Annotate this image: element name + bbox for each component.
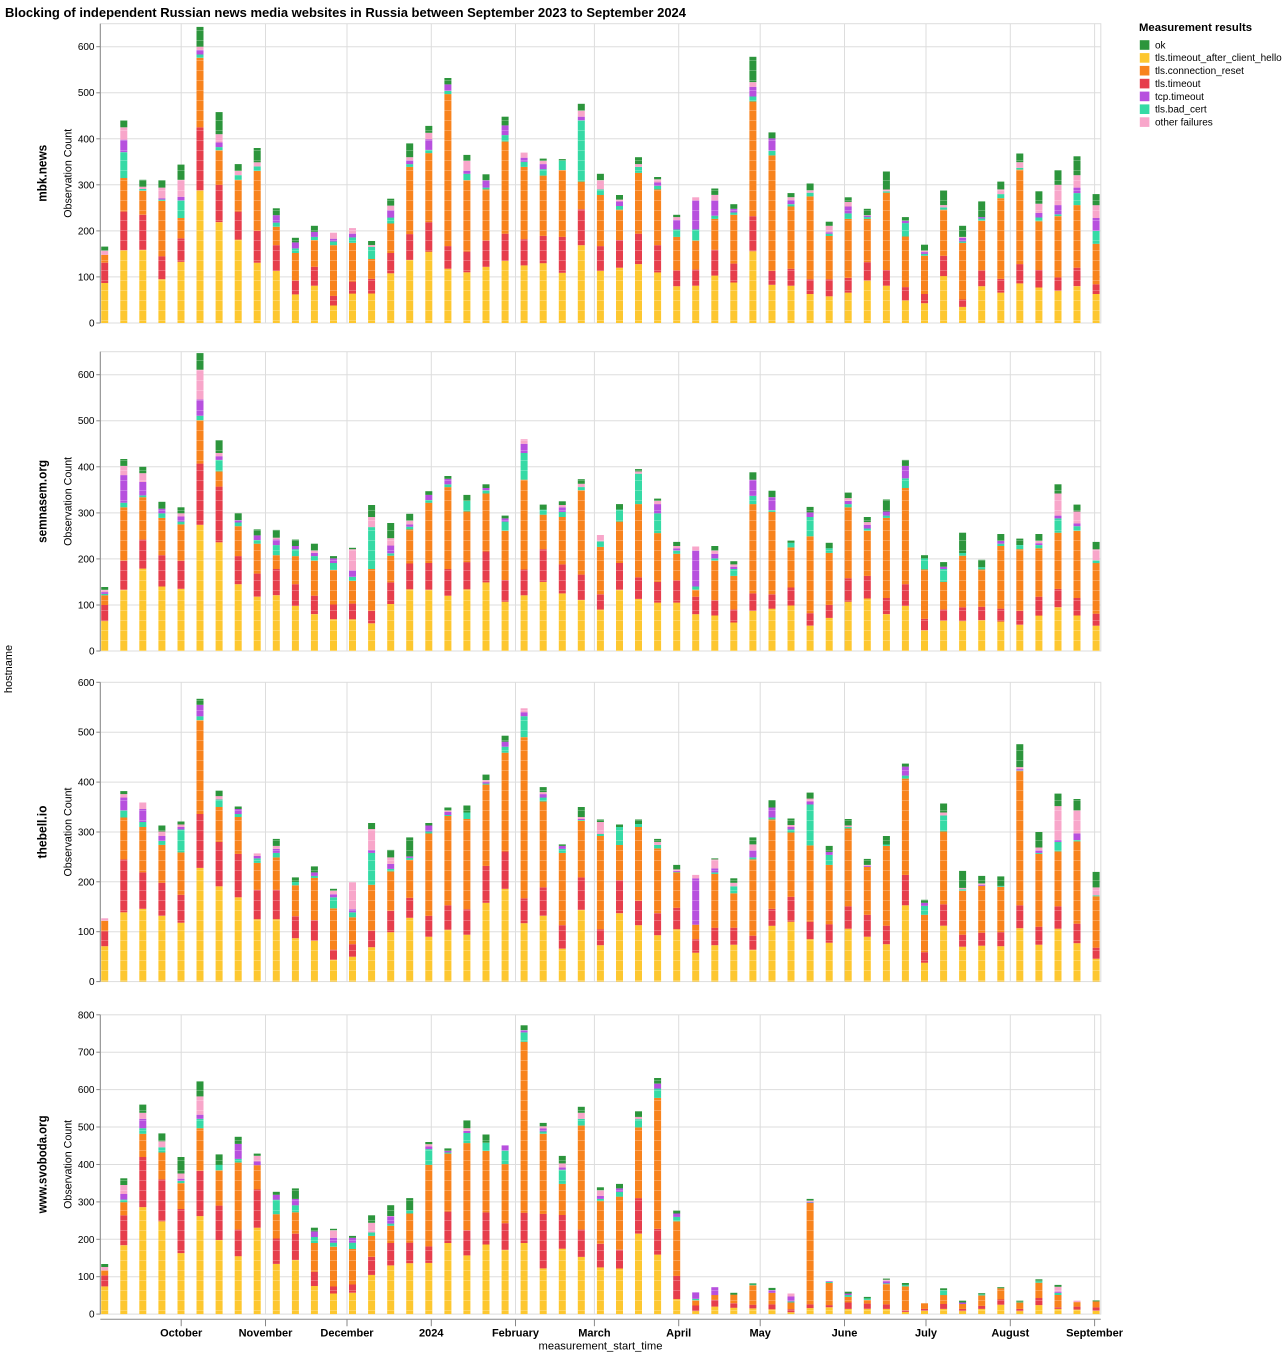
svg-text:100: 100 [78, 927, 95, 938]
svg-text:tls.timeout: tls.timeout [1155, 79, 1201, 90]
svg-text:August: August [991, 1328, 1029, 1340]
svg-text:April: April [666, 1328, 691, 1340]
svg-text:Observation Count: Observation Count [63, 1120, 75, 1209]
svg-text:tls.timeout_after_client_hello: tls.timeout_after_client_hello [1155, 53, 1282, 64]
svg-text:mbk.news: mbk.news [36, 145, 50, 202]
svg-text:300: 300 [78, 508, 95, 519]
svg-text:Observation Count: Observation Count [63, 129, 75, 218]
svg-text:400: 400 [78, 462, 95, 473]
svg-text:100: 100 [78, 272, 95, 283]
svg-text:hostname: hostname [3, 645, 15, 693]
svg-text:400: 400 [78, 778, 95, 789]
svg-text:December: December [320, 1328, 374, 1340]
svg-text:500: 500 [78, 416, 95, 427]
svg-text:600: 600 [78, 1085, 95, 1096]
svg-text:300: 300 [78, 180, 95, 191]
svg-text:Observation Count: Observation Count [63, 457, 75, 546]
svg-text:600: 600 [78, 678, 95, 689]
svg-text:300: 300 [78, 828, 95, 839]
svg-text:September: September [1066, 1328, 1124, 1340]
svg-text:2024: 2024 [419, 1328, 444, 1340]
svg-text:March: March [578, 1328, 611, 1340]
svg-text:www.svoboda.org: www.svoboda.org [36, 1115, 50, 1214]
svg-text:300: 300 [78, 1197, 95, 1208]
svg-text:0: 0 [89, 977, 95, 988]
svg-text:other failures: other failures [1155, 118, 1213, 129]
svg-text:800: 800 [78, 1010, 95, 1021]
svg-text:600: 600 [78, 42, 95, 53]
svg-text:200: 200 [78, 1235, 95, 1246]
svg-text:200: 200 [78, 226, 95, 237]
svg-text:Observation Count: Observation Count [63, 788, 75, 877]
svg-text:200: 200 [78, 554, 95, 565]
svg-text:tcp.timeout: tcp.timeout [1155, 92, 1204, 103]
svg-text:600: 600 [78, 370, 95, 381]
svg-text:400: 400 [78, 134, 95, 145]
svg-text:Measurement results: Measurement results [1139, 22, 1252, 34]
svg-text:February: February [492, 1328, 540, 1340]
svg-text:500: 500 [78, 728, 95, 739]
svg-text:measurement_start_time: measurement_start_time [539, 1341, 663, 1353]
svg-text:tls.connection_reset: tls.connection_reset [1155, 66, 1244, 77]
svg-text:May: May [749, 1328, 771, 1340]
svg-text:thebell.io: thebell.io [36, 805, 50, 858]
svg-text:500: 500 [78, 1123, 95, 1134]
svg-text:200: 200 [78, 877, 95, 888]
svg-text:semnasem.org: semnasem.org [36, 460, 50, 543]
svg-text:tls.bad_cert: tls.bad_cert [1155, 105, 1207, 116]
svg-text:700: 700 [78, 1048, 95, 1059]
svg-text:100: 100 [78, 1272, 95, 1283]
svg-text:100: 100 [78, 601, 95, 612]
svg-text:0: 0 [89, 1310, 95, 1321]
svg-text:Blocking of independent Russia: Blocking of independent Russian news med… [5, 5, 687, 20]
svg-text:0: 0 [89, 647, 95, 658]
svg-text:November: November [239, 1328, 294, 1340]
svg-text:ok: ok [1155, 40, 1167, 51]
svg-text:400: 400 [78, 1160, 95, 1171]
svg-text:July: July [915, 1328, 938, 1340]
svg-text:June: June [832, 1328, 858, 1340]
svg-text:October: October [160, 1328, 203, 1340]
svg-text:0: 0 [89, 319, 95, 330]
svg-text:500: 500 [78, 88, 95, 99]
